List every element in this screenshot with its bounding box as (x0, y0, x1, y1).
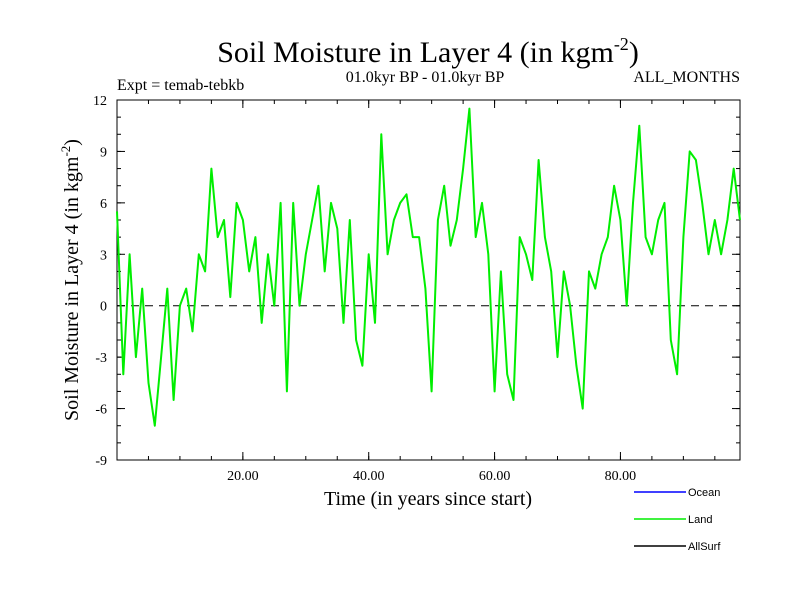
plot-frame (116, 99, 741, 461)
y-axis-tick-labels: -9 -6 -3 0 3 6 9 12 (93, 94, 107, 469)
x-tick-label: 80.00 (605, 469, 637, 484)
y-tick-label: 9 (100, 145, 107, 160)
x-tick-label: 40.00 (353, 469, 385, 484)
legend-label-allsurf: AllSurf (688, 541, 721, 553)
x-axis-tick-labels: 20.00 40.00 60.00 80.00 (227, 469, 636, 484)
y-tick-label: -3 (95, 351, 107, 366)
y-tick-label: -9 (95, 454, 107, 469)
axis-ticks (116, 99, 740, 461)
chart-title: Soil Moisture in Layer 4 (in kgm-2) (217, 34, 639, 69)
y-tick-label: 12 (93, 94, 107, 109)
y-tick-label: 3 (100, 248, 107, 263)
y-tick-label: -6 (95, 403, 107, 418)
x-axis-label: Time (in years since start) (324, 488, 532, 510)
y-axis-label: Soil Moisture in Layer 4 (in kgm-2) (58, 139, 83, 421)
legend: Ocean Land AllSurf (634, 487, 721, 553)
y-tick-label: 6 (100, 197, 107, 212)
period-label: 01.0kyr BP - 01.0kyr BP (346, 69, 505, 86)
y-tick-label: 0 (100, 300, 107, 315)
legend-label-land: Land (688, 514, 712, 526)
months-label: ALL_MONTHS (633, 69, 740, 86)
x-tick-label: 20.00 (227, 469, 259, 484)
legend-label-ocean: Ocean (688, 487, 720, 499)
experiment-label: Expt = temab-tebkb (117, 77, 244, 94)
x-tick-label: 60.00 (479, 469, 511, 484)
land-series-line (116, 107, 741, 427)
